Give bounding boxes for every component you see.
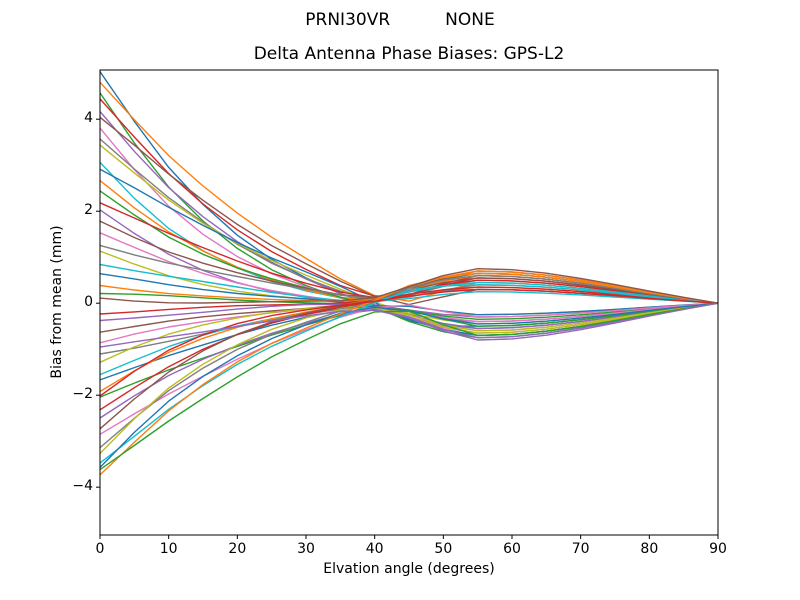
series-line <box>99 274 719 449</box>
series-line <box>99 286 719 411</box>
y-tick-label: −2 <box>72 386 93 403</box>
x-tick-label: 40 <box>365 541 384 557</box>
series-line <box>99 263 719 304</box>
y-tick-label: −4 <box>72 478 93 495</box>
y-tick-label: 2 <box>84 202 93 219</box>
series-line <box>99 288 719 397</box>
series-line <box>99 138 719 304</box>
series-line <box>99 302 719 381</box>
series-line <box>99 302 719 471</box>
series-line <box>99 302 719 454</box>
x-tick-label: 0 <box>95 541 105 557</box>
series-line <box>99 272 719 476</box>
x-axis-label: Elvation angle (degrees) <box>323 561 495 577</box>
series-line <box>99 302 719 419</box>
x-tick-label: 70 <box>571 541 590 557</box>
x-tick-label: 10 <box>159 541 178 557</box>
x-tick-label: 30 <box>297 541 315 557</box>
x-tick-label: 90 <box>709 541 727 557</box>
x-tick-label: 60 <box>503 541 521 557</box>
series-line <box>99 302 719 348</box>
suptitle-mode: NONE <box>445 10 495 30</box>
series-line <box>99 268 719 304</box>
axes-spines <box>99 69 719 536</box>
x-tick-label: 50 <box>434 541 453 557</box>
y-tick-label: 0 <box>84 294 93 311</box>
series-line <box>99 284 719 464</box>
y-axis-label: Bias from mean (mm) <box>49 225 65 379</box>
suptitle-station: PRNI30VR <box>305 10 391 30</box>
x-tick-label: 80 <box>640 541 659 557</box>
series-line <box>99 302 719 398</box>
series-line <box>99 98 719 304</box>
axes-title: Delta Antenna Phase Biases: GPS-L2 <box>253 44 565 64</box>
y-tick-label: 4 <box>84 110 93 127</box>
x-tick-label: 20 <box>228 541 247 557</box>
figure-suptitle: PRNI30VR NONE <box>0 10 800 30</box>
